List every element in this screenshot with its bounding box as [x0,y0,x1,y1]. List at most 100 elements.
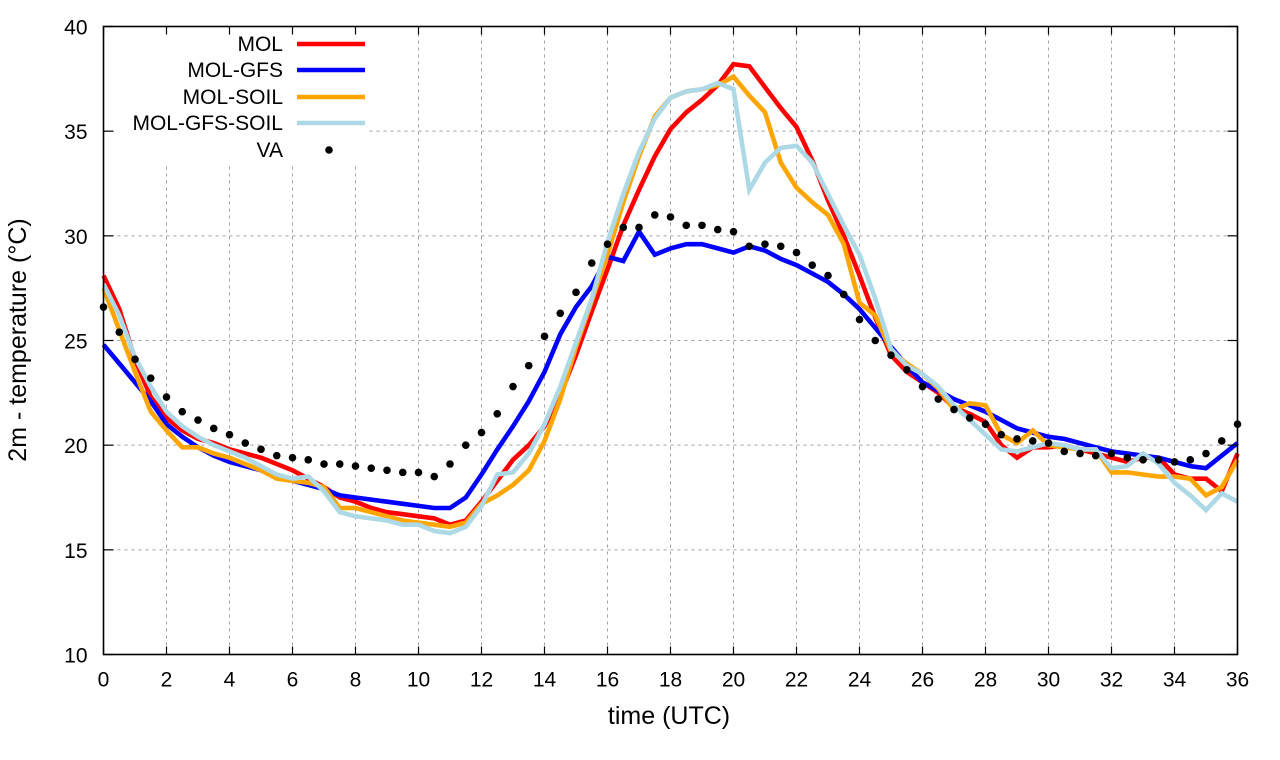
data-point [225,430,234,439]
data-point [556,309,565,318]
data-point [761,240,769,249]
data-point [572,288,580,297]
x-axis-ticks: 0 2 4 6 8 10 12 14 16 18 20 22 24 26 28 30 32 34 36 [98,26,1249,692]
x-tick-label: 6 [287,669,299,692]
data-point [477,428,486,437]
data-point [320,460,328,468]
y-tick-label: 10 [64,645,87,668]
legend-label: MOL-SOIL [183,86,283,109]
x-tick-label: 12 [470,669,493,692]
legend-marker [325,146,333,154]
legend-label: MOL-GFS [187,59,283,82]
data-point [509,382,517,391]
legend-item: MOL-GFS [187,59,365,82]
x-tick-label: 4 [224,669,236,692]
x-tick-label: 18 [659,669,682,692]
legend-item: MOL [237,33,365,56]
y-tick-label: 20 [64,435,87,458]
data-point [902,366,911,374]
data-point [1107,449,1116,458]
data-point [839,290,848,299]
y-tick-label: 15 [64,540,87,563]
data-point [1139,456,1147,464]
data-point [351,462,360,470]
data-point [650,211,659,219]
data-point [178,407,187,416]
data-point [1091,451,1100,460]
x-tick-label: 22 [785,669,808,692]
data-point [619,223,628,232]
x-tick-label: 16 [596,669,619,692]
y-axis-title: 2m - temperature (°C) [4,218,32,461]
data-point [257,445,265,454]
x-tick-label: 14 [533,669,557,692]
data-point [461,441,470,449]
data-point [918,382,927,391]
data-point [146,374,155,382]
data-point [430,472,439,481]
data-point [855,315,864,324]
data-point [824,271,832,280]
data-point [1217,437,1226,445]
data-point [1154,456,1163,464]
legend-item: MOL-GFS-SOIL [132,112,365,135]
data-point [997,430,1006,439]
data-point [241,439,250,447]
data-point [1076,449,1084,458]
legend-item: VA [257,139,333,162]
data-point [1013,435,1021,443]
legend-item: MOL-SOIL [183,86,365,109]
data-point [272,451,281,460]
data-point [335,460,344,468]
data-point [1044,439,1053,447]
y-tick-label: 40 [64,17,87,40]
y-tick-label: 35 [64,121,87,144]
x-tick-label: 2 [161,669,173,692]
data-point [367,464,376,472]
data-point [540,332,549,341]
data-point [162,393,171,401]
data-point [194,416,202,424]
series-va [99,211,1242,481]
data-point [965,414,974,422]
x-tick-label: 20 [722,669,745,692]
data-point [209,424,218,433]
data-point [666,213,675,221]
data-point [981,420,990,429]
data-point [383,466,391,475]
data-point [887,351,895,359]
data-point [446,460,454,468]
legend-label: VA [257,139,283,162]
x-tick-label: 8 [350,669,362,692]
legend-label: MOL-GFS-SOIL [132,112,283,135]
data-point [1060,447,1069,456]
x-tick-label: 0 [98,669,110,692]
x-tick-label: 26 [911,669,934,692]
y-tick-label: 30 [64,226,87,249]
data-point [808,261,817,269]
x-axis-title: time (UTC) [608,702,730,730]
data-point [871,336,880,345]
data-point [493,409,502,418]
data-point [745,242,754,251]
data-point [1186,456,1195,464]
data-point [950,405,958,414]
data-point [587,259,596,267]
x-tick-label: 10 [407,669,430,692]
data-point [682,221,691,230]
series-layer [99,61,1242,536]
data-point [729,227,738,236]
x-tick-label: 32 [1100,669,1123,692]
data-point [304,456,313,464]
data-point [288,453,297,462]
data-point [713,225,722,234]
legend-label: MOL [237,33,283,56]
data-point [1028,437,1037,445]
y-tick-label: 25 [64,331,87,354]
x-tick-label: 24 [848,669,872,692]
y-axis-ticks: 10 15 20 25 30 35 40 [64,17,1238,668]
data-point [934,395,943,403]
data-point [603,240,612,249]
x-tick-label: 34 [1163,669,1187,692]
